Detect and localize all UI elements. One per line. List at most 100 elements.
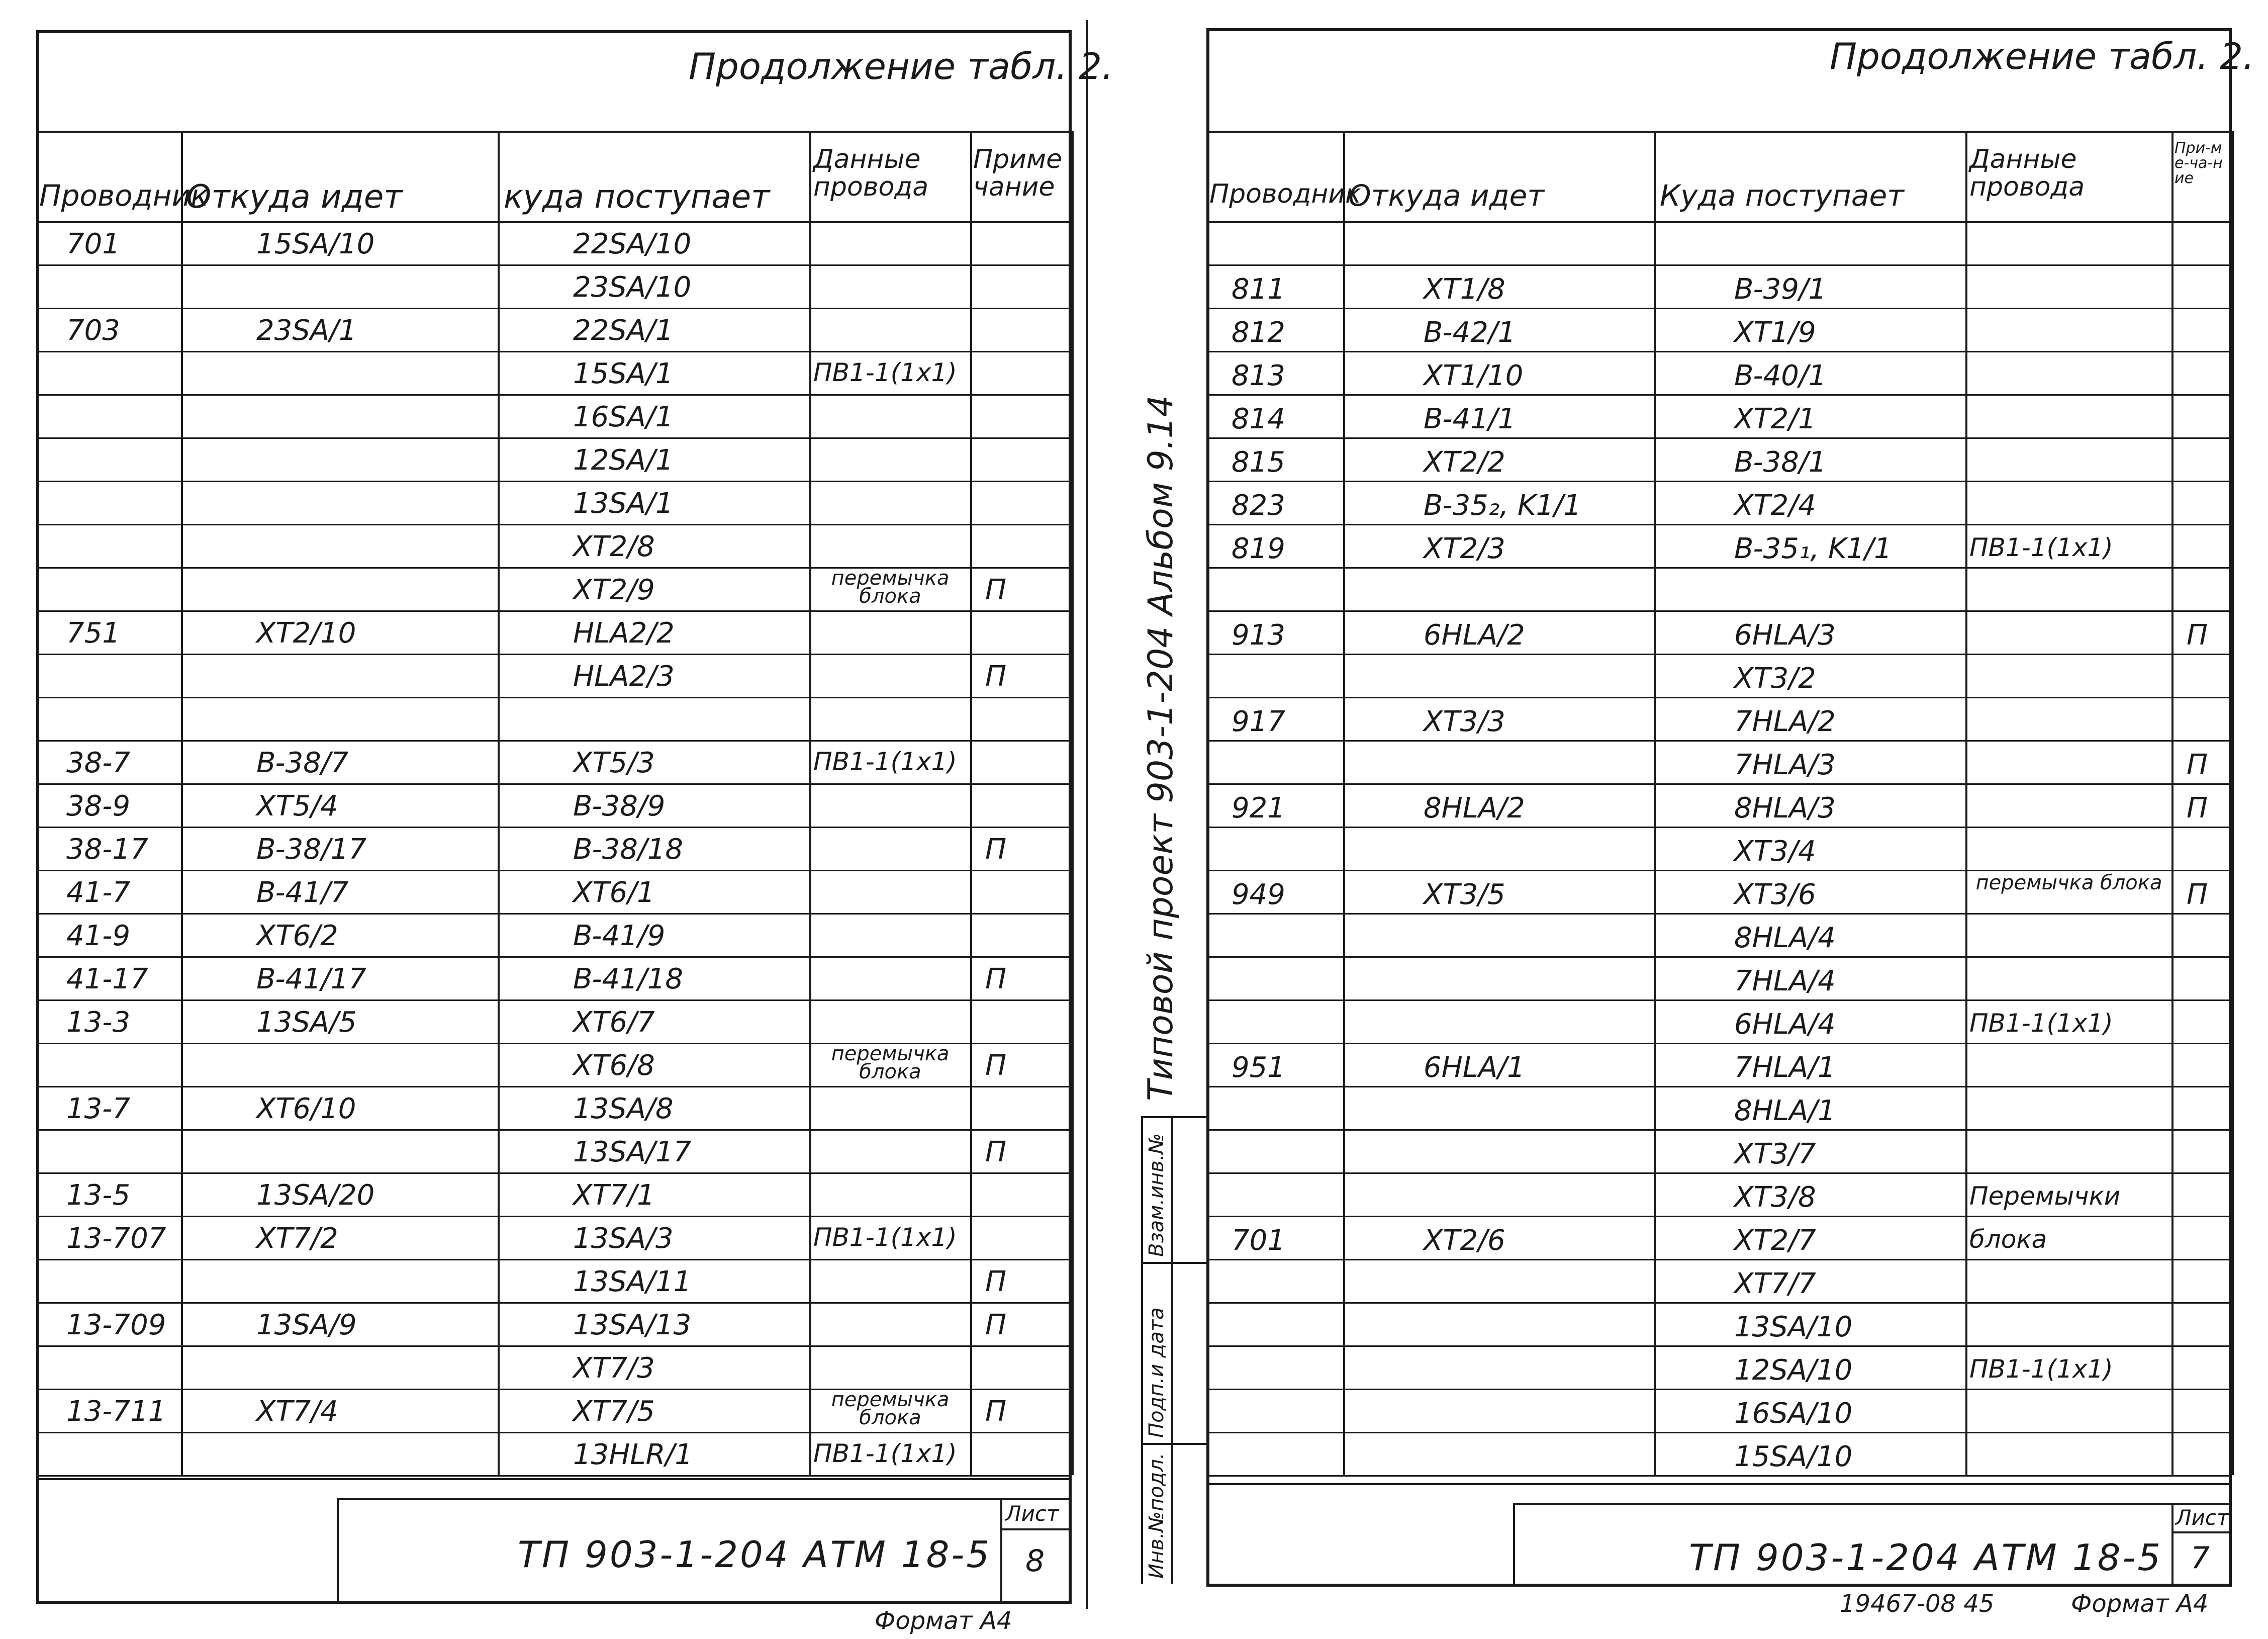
left-row-line <box>36 437 1072 439</box>
to-cell: XT3/2 <box>1734 662 1816 695</box>
note-cell: П <box>985 1049 1007 1082</box>
note-cell: П <box>985 574 1007 606</box>
left-stamp-box-left <box>337 1498 339 1604</box>
right-row-line <box>1206 783 2232 785</box>
conductor-cell: 951 <box>1232 1051 1285 1084</box>
to-cell: XT7/5 <box>573 1395 655 1428</box>
wire-cell: перемычка блока <box>831 567 950 608</box>
conductor-cell: 815 <box>1232 446 1285 479</box>
left-row-line <box>36 654 1072 655</box>
left-row-line <box>36 1345 1072 1347</box>
from-cell: XT2/6 <box>1424 1224 1505 1257</box>
to-cell: XT1/9 <box>1734 316 1816 349</box>
left-header-conductor: Проводник <box>39 178 209 213</box>
left-row-line <box>36 394 1072 396</box>
left-row-line <box>36 1043 1072 1044</box>
to-cell: 6HLA/3 <box>1734 619 1836 652</box>
conductor-cell: 701 <box>1232 1224 1285 1257</box>
left-row-line <box>36 1172 1072 1174</box>
wire-cell: ПВ1-1(1х1) <box>813 358 957 387</box>
from-cell: B-35₂, K1/1 <box>1424 489 1581 522</box>
right-header-wire: Данные провода <box>1969 144 2085 202</box>
right-sheet-label: Лист <box>2176 1505 2229 1530</box>
right-header-from: Откуда идет <box>1348 178 1545 213</box>
from-cell: 13SA/9 <box>256 1309 357 1341</box>
left-row-line <box>36 697 1072 698</box>
to-cell: XT6/1 <box>573 876 655 909</box>
to-cell: 13HLR/1 <box>573 1438 693 1471</box>
left-row-line <box>36 351 1072 352</box>
to-cell: HLA2/2 <box>573 617 675 650</box>
right-stamp-box-top <box>1513 1503 2232 1505</box>
right-row-line <box>1206 999 2232 1001</box>
to-cell: HLA2/3 <box>573 660 675 693</box>
note-cell: П <box>985 660 1007 693</box>
left-row-line <box>36 1389 1072 1390</box>
from-cell: XT3/3 <box>1424 705 1505 738</box>
left-col-line <box>498 131 500 1475</box>
wire-cell: ПВ1-1(1х1) <box>1969 1009 2113 1038</box>
left-row-line <box>36 1129 1072 1131</box>
conductor-cell: 812 <box>1232 316 1285 349</box>
right-row-line <box>1206 1475 2232 1477</box>
left-format: Формат А4 <box>875 1607 1012 1635</box>
left-sheetno-left <box>1000 1498 1002 1604</box>
to-cell: XT3/6 <box>1734 878 1816 911</box>
conductor-cell: 913 <box>1232 619 1285 652</box>
right-stamp-top <box>1206 1483 2232 1485</box>
right-row-line <box>1206 1216 2232 1217</box>
margin-stamp-2: Подп.и дата <box>1145 1307 1168 1438</box>
note-cell: П <box>2187 619 2208 652</box>
conductor-cell: 13-7 <box>66 1092 131 1125</box>
left-row-line <box>36 827 1072 828</box>
left-row-line <box>36 783 1072 785</box>
right-row-line <box>1206 394 2232 396</box>
to-cell: B-40/1 <box>1734 359 1827 392</box>
conductor-cell: 38-7 <box>66 747 131 779</box>
right-row-line <box>1206 264 2232 266</box>
conductor-cell: 823 <box>1232 489 1285 522</box>
conductor-cell: 13-3 <box>66 1006 131 1039</box>
from-cell: XT1/10 <box>1424 359 1524 392</box>
right-header-note: При-ме-ча-ние <box>2175 139 2223 187</box>
wire-cell: перемычка блока <box>831 1388 950 1429</box>
to-cell: XT5/3 <box>573 747 655 779</box>
right-col-line <box>2232 131 2234 1475</box>
right-row-line <box>1206 567 2232 569</box>
right-stamp-code: ТП 903-1-204 АТМ 18-5 <box>1689 1536 2163 1579</box>
left-row-line <box>36 956 1072 958</box>
conductor-cell: 41-7 <box>66 876 131 909</box>
left-row-line <box>36 1259 1072 1260</box>
wire-cell: ПВ1-1(1х1) <box>1969 1354 2113 1384</box>
margin-stamp-3: Инв.№подл. <box>1145 1452 1168 1579</box>
left-header-rule <box>36 221 1072 223</box>
conductor-cell: 13-707 <box>66 1222 166 1255</box>
left-row-line <box>36 999 1072 1001</box>
left-header-to: куда поступает <box>504 178 770 216</box>
to-cell: B-38/18 <box>573 833 684 866</box>
to-cell: 22SA/10 <box>573 228 692 260</box>
right-row-line <box>1206 827 2232 828</box>
to-cell: 12SA/10 <box>1734 1354 1853 1387</box>
right-col-line <box>2171 131 2174 1475</box>
to-cell: XT2/9 <box>573 574 655 606</box>
to-cell: 6HLA/4 <box>1734 1008 1836 1041</box>
conductor-cell: 13-709 <box>66 1309 166 1341</box>
right-header-rule <box>1206 221 2232 223</box>
right-row-line <box>1206 1389 2232 1390</box>
conductor-cell: 41-9 <box>66 920 131 952</box>
album-caption: Типовой проект 903-1-204 Альбом 9.14 <box>1141 395 1181 1101</box>
right-col-line <box>1654 131 1656 1475</box>
right-sheet-number: 7 <box>2191 1540 2212 1576</box>
wire-cell: ПВ1-1(1х1) <box>813 1439 957 1468</box>
right-title-divider <box>1206 131 2232 133</box>
left-col-line <box>1072 131 1074 1475</box>
to-cell: 13SA/3 <box>573 1222 674 1255</box>
note-cell: П <box>985 1265 1007 1298</box>
from-cell: B-38/7 <box>256 747 349 779</box>
to-cell: 8HLA/3 <box>1734 792 1836 825</box>
right-row-line <box>1206 308 2232 309</box>
margin-strip-left <box>1141 1116 1143 1584</box>
left-stamp-top <box>36 1478 1072 1480</box>
from-cell: XT2/2 <box>1424 446 1505 479</box>
